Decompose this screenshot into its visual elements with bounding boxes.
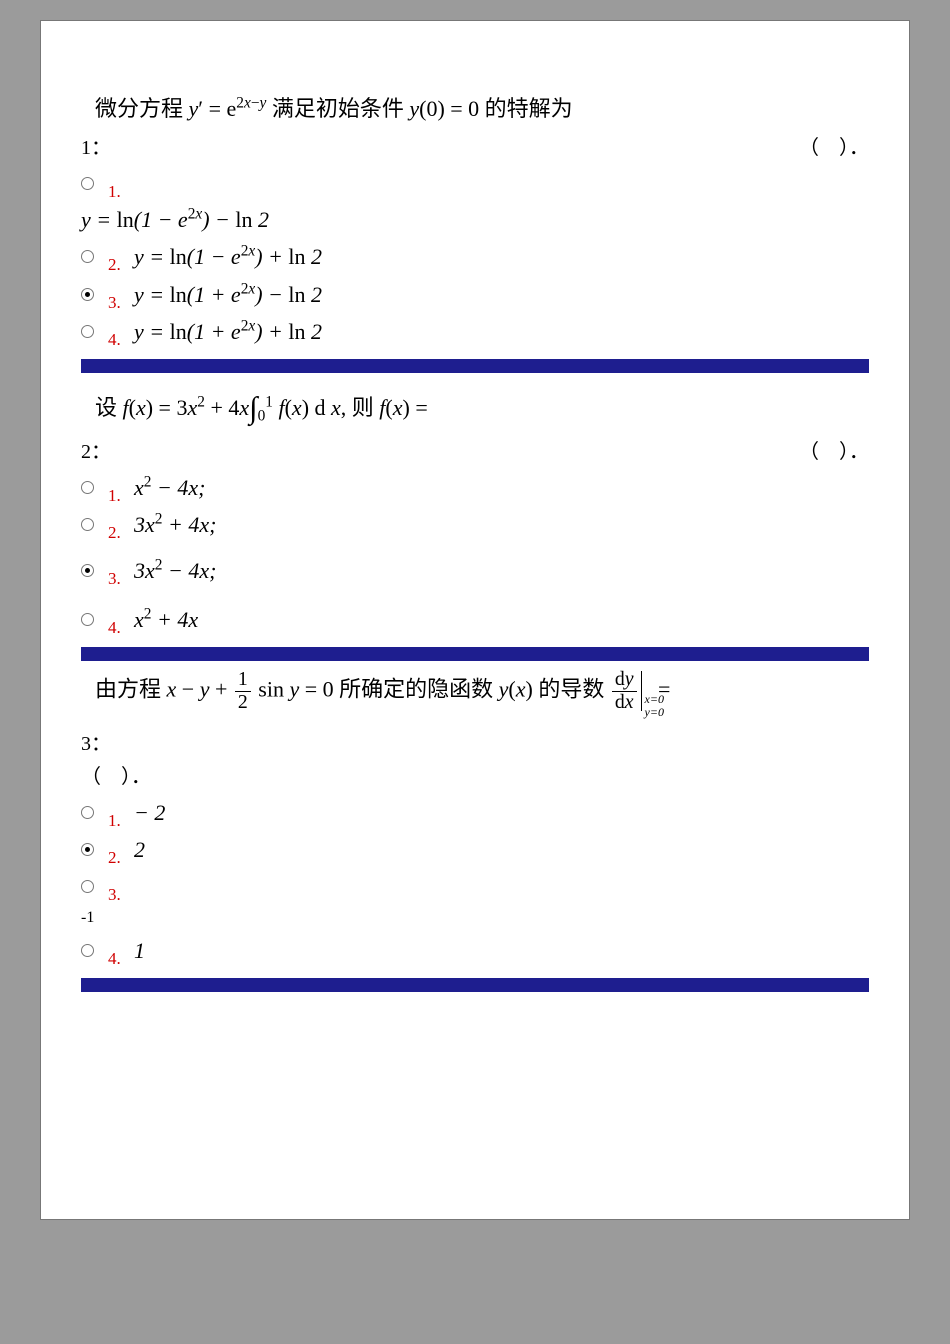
q2-options: 1. x2 − 4x; 2. 3x2 + 4x; 3. 3x2 − 4x; 4.… [81, 470, 869, 637]
question-1: 微分方程 y′ = e2x−y 满足初始条件 y(0) = 0 的特解为 1： … [81, 91, 869, 349]
q1-options: 1. y = ln(1 − e2x) − ln 2 2. y = ln(1 − … [81, 166, 869, 349]
q1-stem: 微分方程 y′ = e2x−y 满足初始条件 y(0) = 0 的特解为 [95, 91, 573, 126]
radio-checked[interactable] [81, 564, 94, 577]
q2-number: 2： [81, 436, 111, 468]
q3-opt-3-text: -1 [81, 905, 869, 931]
q2-stem: 设 f(x) = 3x2 + 4x∫01 f(x) d x, 则 f(x) = [95, 381, 428, 430]
q1-opt-1[interactable]: 1. [81, 166, 869, 200]
radio-unchecked[interactable] [81, 613, 94, 626]
option-number: 2. [108, 844, 124, 871]
q2-opt-2-text: 3x2 + 4x; [134, 507, 216, 542]
q3-stem: 由方程 x − y + 12 sin y = 0 所确定的隐函数 y(x) 的导… [95, 669, 670, 714]
option-number: 2. [108, 251, 124, 278]
q3-opt-2[interactable]: 2. 2 [81, 832, 869, 867]
q3-paren: （ ）． [81, 761, 869, 793]
q1-opt-4-text: y = ln(1 + e2x) + ln 2 [134, 314, 322, 349]
q1-opt-3[interactable]: 3. y = ln(1 + e2x) − ln 2 [81, 277, 869, 312]
option-number: 2. [108, 519, 124, 546]
q1-opt-2[interactable]: 2. y = ln(1 − e2x) + ln 2 [81, 239, 869, 274]
section-divider [81, 359, 869, 373]
option-number: 3. [108, 289, 124, 316]
q2-opt-4-text: x2 + 4x [134, 602, 198, 637]
q1-opt-1-text: y = ln(1 − e2x) − ln 2 [81, 202, 269, 237]
radio-unchecked[interactable] [81, 518, 94, 531]
q1-number: 1： [81, 132, 111, 164]
radio-unchecked[interactable] [81, 880, 94, 893]
option-number: 4. [108, 326, 124, 353]
q3-opt-1[interactable]: 1. − 2 [81, 795, 869, 830]
q3-opt-4[interactable]: 4. 1 [81, 933, 869, 968]
q1-opt-4[interactable]: 4. y = ln(1 + e2x) + ln 2 [81, 314, 869, 349]
section-divider [81, 647, 869, 661]
q2-opt-2[interactable]: 2. 3x2 + 4x; [81, 507, 869, 542]
q3-opt-3[interactable]: 3. [81, 869, 869, 903]
option-number: 1. [108, 482, 124, 509]
radio-checked[interactable] [81, 288, 94, 301]
radio-unchecked[interactable] [81, 481, 94, 494]
document-page: 微分方程 y′ = e2x−y 满足初始条件 y(0) = 0 的特解为 1： … [40, 20, 910, 1220]
q2-paren: （ ）． [799, 436, 869, 468]
question-3: 由方程 x − y + 12 sin y = 0 所确定的隐函数 y(x) 的导… [81, 669, 869, 968]
q3-opt-4-text: 1 [134, 933, 145, 968]
radio-unchecked[interactable] [81, 325, 94, 338]
q3-opt-2-text: 2 [134, 832, 145, 867]
question-2: 设 f(x) = 3x2 + 4x∫01 f(x) d x, 则 f(x) = … [81, 381, 869, 637]
option-number: 3. [108, 565, 124, 592]
q1-paren: （ ）． [799, 132, 869, 164]
q1-opt-2-text: y = ln(1 − e2x) + ln 2 [134, 239, 322, 274]
q2-opt-3-text: 3x2 − 4x; [134, 553, 216, 588]
q2-opt-3[interactable]: 3. 3x2 − 4x; [81, 553, 869, 588]
q2-opt-1-text: x2 − 4x; [134, 470, 205, 505]
q3-options: 1. − 2 2. 2 3. -1 4. 1 [81, 795, 869, 968]
q1-opt-3-text: y = ln(1 + e2x) − ln 2 [134, 277, 322, 312]
q2-opt-1[interactable]: 1. x2 − 4x; [81, 470, 869, 505]
q3-number: 3： [81, 733, 111, 755]
option-number: 3. [108, 881, 124, 908]
radio-unchecked[interactable] [81, 177, 94, 190]
radio-unchecked[interactable] [81, 806, 94, 819]
option-number: 4. [108, 614, 124, 641]
radio-unchecked[interactable] [81, 944, 94, 957]
option-number: 4. [108, 945, 124, 972]
section-divider [81, 978, 869, 992]
radio-unchecked[interactable] [81, 250, 94, 263]
option-number: 1. [108, 178, 124, 205]
option-number: 1. [108, 807, 124, 834]
q3-opt-1-text: − 2 [134, 795, 165, 830]
q2-opt-4[interactable]: 4. x2 + 4x [81, 602, 869, 637]
radio-checked[interactable] [81, 843, 94, 856]
